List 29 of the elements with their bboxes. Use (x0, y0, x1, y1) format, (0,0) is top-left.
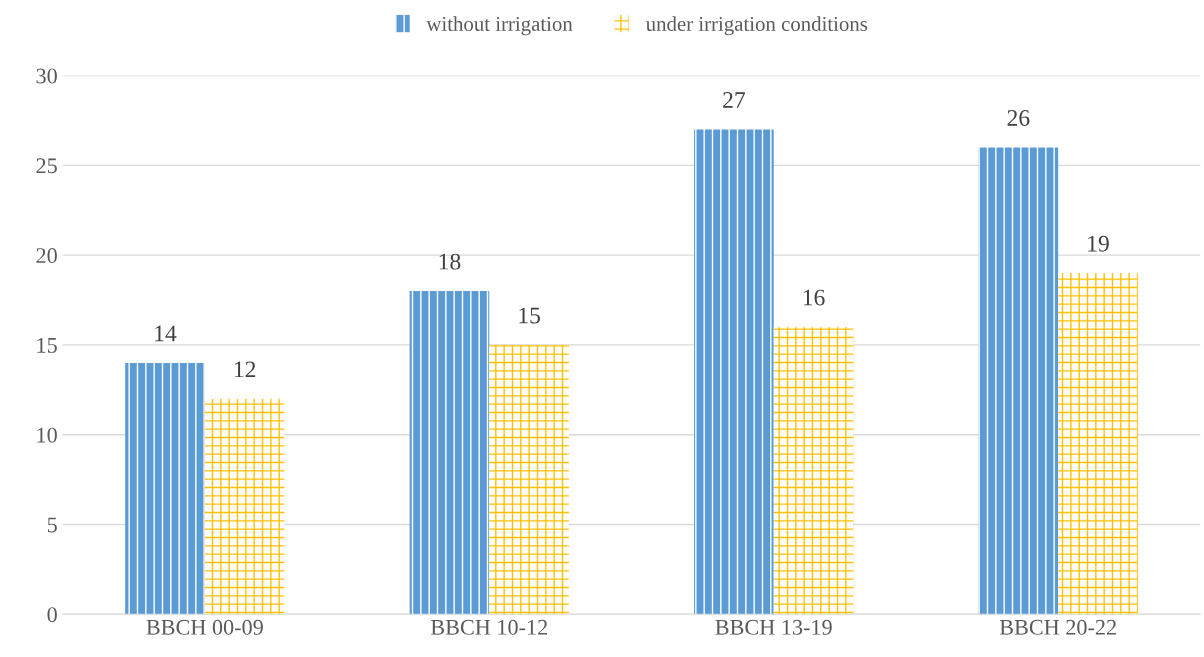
x-tick-label: BBCH 20-22 (999, 619, 1116, 635)
bar (204, 398, 285, 615)
y-tick-label: 30 (36, 68, 57, 84)
x-tick-label: BBCH 13-19 (715, 619, 832, 635)
bar (694, 129, 774, 615)
data-label: 16 (803, 289, 825, 306)
bar (773, 326, 854, 615)
y-tick-label: 25 (36, 158, 57, 174)
y-tick-label: 20 (36, 248, 57, 264)
data-label: 26 (1007, 110, 1030, 126)
data-label: 15 (519, 307, 540, 324)
y-tick-label: 5 (47, 517, 57, 533)
bar (125, 362, 205, 615)
legend-label: without irrigation (426, 16, 573, 36)
y-tick-label: 0 (47, 607, 57, 623)
bar (1058, 273, 1138, 615)
data-label: 14 (155, 325, 177, 342)
y-tick-label: 10 (37, 427, 57, 443)
x-tick-label: BBCH 10-12 (430, 619, 548, 635)
bar (978, 147, 1059, 615)
data-label: 12 (234, 361, 256, 378)
data-label: 27 (723, 92, 746, 108)
bar (409, 291, 490, 615)
bar (489, 344, 569, 615)
legend-label: under irrigation conditions (645, 16, 868, 36)
data-label: 18 (439, 253, 461, 270)
x-tick-label: BBCH 00-09 (146, 619, 263, 635)
y-tick-label: 15 (37, 337, 57, 353)
data-label: 19 (1088, 235, 1109, 252)
